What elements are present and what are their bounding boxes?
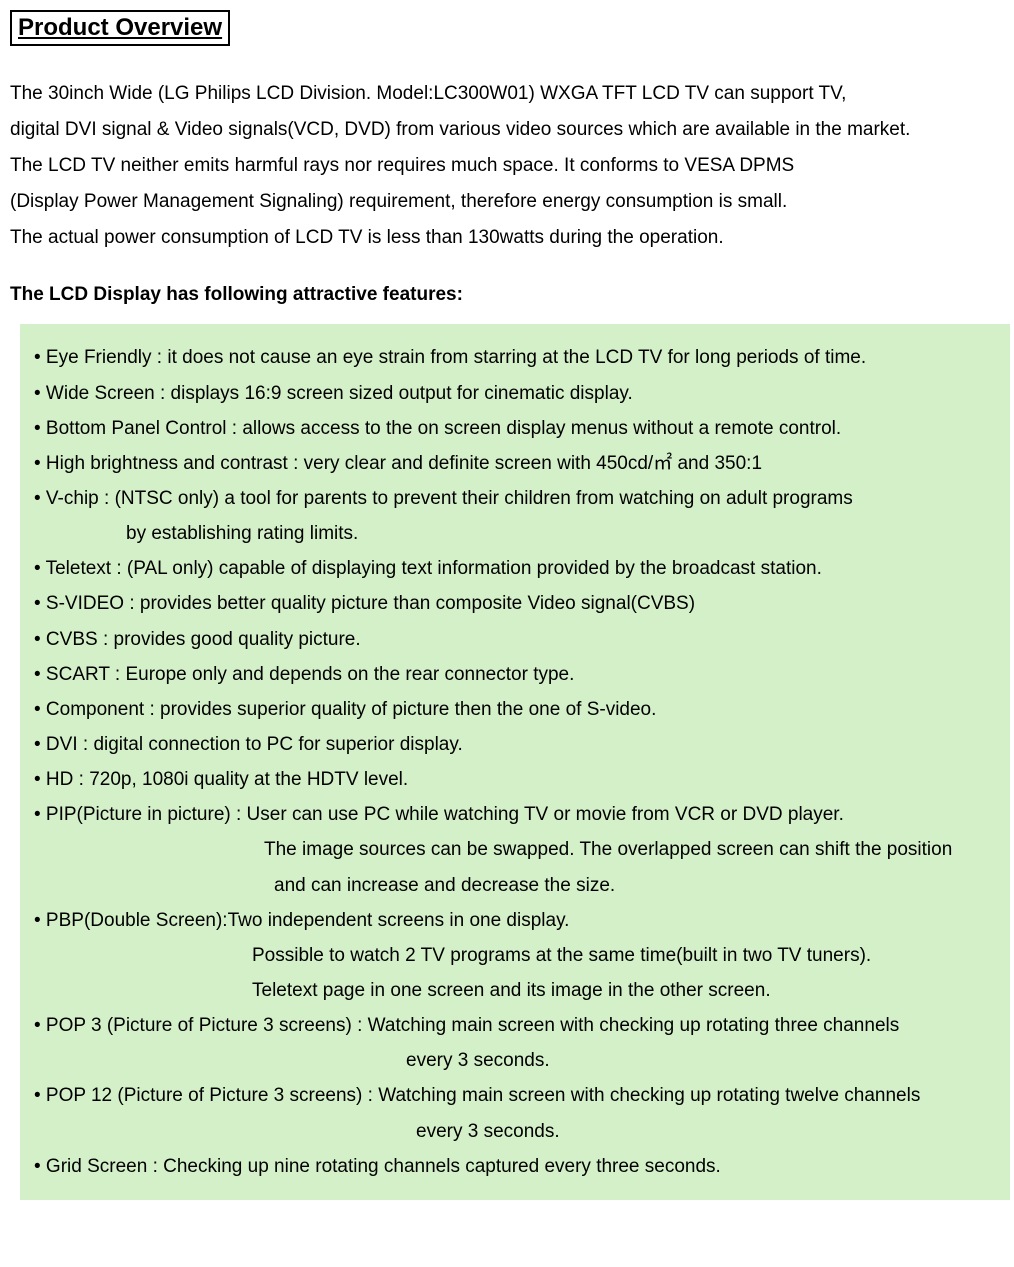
- intro-line: The actual power consumption of LCD TV i…: [10, 220, 1010, 256]
- feature-item: • S-VIDEO : provides better quality pict…: [34, 586, 1010, 621]
- feature-item: • SCART : Europe only and depends on the…: [34, 657, 1010, 692]
- features-heading: The LCD Display has following attractive…: [10, 284, 1010, 306]
- feature-item: The image sources can be swapped. The ov…: [34, 832, 1010, 867]
- feature-item: • POP 3 (Picture of Picture 3 screens) :…: [34, 1008, 1010, 1043]
- feature-item: • V-chip : (NTSC only) a tool for parent…: [34, 481, 1010, 516]
- feature-item: • Eye Friendly : it does not cause an ey…: [34, 340, 1010, 375]
- feature-item: and can increase and decrease the size.: [34, 868, 1010, 903]
- intro-line: (Display Power Management Signaling) req…: [10, 184, 1010, 220]
- features-box: • Eye Friendly : it does not cause an ey…: [20, 324, 1010, 1199]
- intro-line: The 30inch Wide (LG Philips LCD Division…: [10, 76, 1010, 112]
- feature-item: • Component : provides superior quality …: [34, 692, 1010, 727]
- intro-line: The LCD TV neither emits harmful rays no…: [10, 148, 1010, 184]
- feature-item: every 3 seconds.: [34, 1043, 1010, 1078]
- feature-item: • PBP(Double Screen):Two independent scr…: [34, 903, 1010, 938]
- features-list: • Eye Friendly : it does not cause an ey…: [34, 340, 1010, 1183]
- feature-item: • Teletext : (PAL only) capable of displ…: [34, 551, 1010, 586]
- feature-item: • High brightness and contrast : very cl…: [34, 446, 1010, 481]
- feature-item: • CVBS : provides good quality picture.: [34, 622, 1010, 657]
- intro-paragraph: The 30inch Wide (LG Philips LCD Division…: [10, 76, 1010, 256]
- feature-item: • HD : 720p, 1080i quality at the HDTV l…: [34, 762, 1010, 797]
- title-box: Product Overview: [10, 10, 230, 46]
- feature-item: Teletext page in one screen and its imag…: [34, 973, 1010, 1008]
- feature-item: • Wide Screen : displays 16:9 screen siz…: [34, 376, 1010, 411]
- feature-item: every 3 seconds.: [34, 1114, 1010, 1149]
- feature-item: • Grid Screen : Checking up nine rotatin…: [34, 1149, 1010, 1184]
- feature-item: • PIP(Picture in picture) : User can use…: [34, 797, 1010, 832]
- feature-item: • Bottom Panel Control : allows access t…: [34, 411, 1010, 446]
- feature-item: Possible to watch 2 TV programs at the s…: [34, 938, 1010, 973]
- feature-item: • DVI : digital connection to PC for sup…: [34, 727, 1010, 762]
- feature-item: • POP 12 (Picture of Picture 3 screens) …: [34, 1078, 1010, 1113]
- feature-item: by establishing rating limits.: [34, 516, 1010, 551]
- intro-line: digital DVI signal & Video signals(VCD, …: [10, 112, 1010, 148]
- page-title: Product Overview: [18, 14, 222, 42]
